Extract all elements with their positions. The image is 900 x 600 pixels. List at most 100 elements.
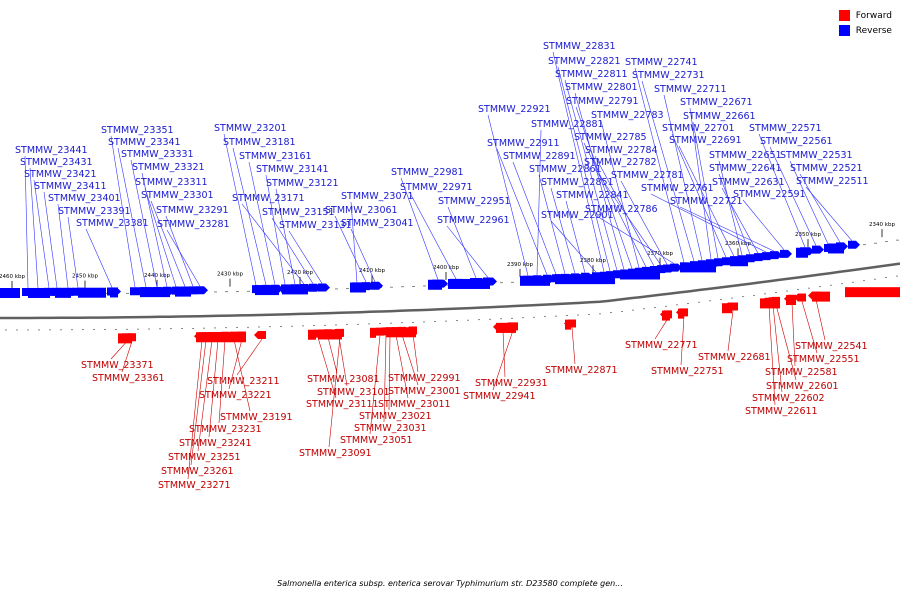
reverse-gene-label[interactable]: STMMW_22951 [438,196,511,207]
reverse-gene-arrow[interactable] [770,251,782,260]
reverse-gene-arrow[interactable] [318,283,330,292]
reverse-gene-label[interactable]: STMMW_22561 [760,136,833,147]
forward-gene-block[interactable] [812,291,830,302]
legend-item-reverse[interactable]: Reverse [838,23,892,38]
reverse-gene-label[interactable]: STMMW_23201 [214,123,287,134]
reverse-gene-label[interactable]: STMMW_23331 [121,149,194,160]
forward-gene-label[interactable]: STMMW_23251 [168,452,241,463]
reverse-gene-block[interactable] [828,243,844,254]
forward-gene-label[interactable]: STMMW_22581 [765,367,838,378]
forward-gene-block[interactable] [845,287,900,298]
reverse-gene-arrow[interactable] [780,249,792,258]
reverse-gene-label[interactable]: STMMW_23061 [325,205,398,216]
reverse-gene-label[interactable]: STMMW_22786 [585,204,658,215]
reverse-gene-label[interactable]: STMMW_23411 [34,181,107,192]
reverse-gene-block[interactable] [55,287,71,298]
forward-gene-label[interactable]: STMMW_22601 [766,381,839,392]
forward-gene-label[interactable]: STMMW_22941 [463,391,536,402]
reverse-gene-block[interactable] [0,288,20,298]
forward-gene-label[interactable]: STMMW_23021 [359,411,432,422]
forward-gene-label[interactable]: STMMW_23051 [340,435,413,446]
reverse-gene-label[interactable]: STMMW_22691 [669,135,742,146]
reverse-gene-label[interactable]: STMMW_22781 [611,170,684,181]
forward-gene-label[interactable]: STMMW_22681 [698,352,771,363]
forward-gene-label[interactable]: STMMW_23011 [378,399,451,410]
reverse-gene-label[interactable]: STMMW_23401 [48,193,121,204]
forward-gene-label[interactable]: STMMW_22931 [475,378,548,389]
forward-gene-label[interactable]: STMMW_23001 [388,386,461,397]
forward-gene-label[interactable]: STMMW_23101 [317,387,390,398]
reverse-gene-block[interactable] [28,287,50,298]
reverse-gene-label[interactable]: STMMW_22651 [709,150,782,161]
reverse-gene-label[interactable]: STMMW_22721 [670,196,743,207]
forward-gene-label[interactable]: STMMW_23191 [220,412,293,423]
forward-gene-label[interactable]: STMMW_23271 [158,480,231,491]
reverse-gene-label[interactable]: STMMW_23151 [262,207,335,218]
reverse-gene-label[interactable]: STMMW_22671 [680,97,753,108]
forward-gene-label[interactable]: STMMW_23241 [179,438,252,449]
reverse-gene-block[interactable] [555,274,615,285]
legend-item-forward[interactable]: Forward [838,8,892,23]
reverse-gene-label[interactable]: STMMW_22821 [548,56,621,67]
forward-gene-label[interactable]: STMMW_22751 [651,366,724,377]
reverse-gene-label[interactable]: STMMW_23431 [20,157,93,168]
reverse-gene-label[interactable]: STMMW_23441 [15,145,88,156]
forward-gene-block[interactable] [370,327,376,338]
reverse-gene-arrow[interactable] [812,245,824,254]
forward-gene-label[interactable]: STMMW_22551 [787,354,860,365]
reverse-gene-label[interactable]: STMMW_22731 [632,70,705,81]
reverse-gene-label[interactable]: STMMW_23041 [341,218,414,229]
forward-gene-label[interactable]: STMMW_22611 [745,406,818,417]
reverse-gene-block[interactable] [680,262,716,273]
reverse-gene-label[interactable]: STMMW_22881 [531,119,604,130]
forward-gene-block[interactable] [662,310,670,321]
reverse-gene-label[interactable]: STMMW_23161 [239,151,312,162]
forward-gene-label[interactable]: STMMW_23261 [161,466,234,477]
forward-gene-block[interactable] [196,332,246,343]
reverse-gene-label[interactable]: STMMW_22641 [709,163,782,174]
forward-gene-label[interactable]: STMMW_23031 [354,423,427,434]
reverse-gene-label[interactable]: STMMW_22785 [574,132,647,143]
reverse-gene-label[interactable]: STMMW_22784 [585,145,658,156]
reverse-gene-arrow[interactable] [848,240,860,249]
reverse-gene-block[interactable] [78,287,106,298]
reverse-gene-arrow[interactable] [670,263,682,272]
forward-gene-block[interactable] [118,333,132,344]
reverse-gene-label[interactable]: STMMW_22861 [529,164,602,175]
reverse-gene-label[interactable]: STMMW_22741 [625,57,698,68]
forward-gene-block[interactable] [386,327,416,338]
forward-gene-label[interactable]: STMMW_22602 [752,393,825,404]
forward-gene-arrow[interactable] [794,293,806,302]
forward-gene-block[interactable] [678,308,684,319]
reverse-gene-label[interactable]: STMMW_22783 [591,110,664,121]
reverse-gene-block[interactable] [428,279,442,290]
forward-gene-block[interactable] [760,298,780,309]
reverse-gene-label[interactable]: STMMW_23341 [108,137,181,148]
reverse-gene-label[interactable]: STMMW_23311 [135,177,208,188]
reverse-gene-label[interactable]: STMMW_22831 [543,41,616,52]
reverse-gene-label[interactable]: STMMW_22571 [749,123,822,134]
reverse-gene-label[interactable]: STMMW_22631 [712,177,785,188]
reverse-gene-block[interactable] [255,285,279,296]
forward-gene-block[interactable] [786,295,796,306]
reverse-gene-label[interactable]: STMMW_22911 [487,138,560,149]
reverse-gene-label[interactable]: STMMW_23351 [101,125,174,136]
reverse-gene-label[interactable]: STMMW_22701 [662,123,735,134]
reverse-gene-label[interactable]: STMMW_23121 [266,178,339,189]
reverse-gene-label[interactable]: STMMW_22531 [780,150,853,161]
reverse-gene-label[interactable]: STMMW_23391 [58,206,131,217]
reverse-gene-block[interactable] [796,247,808,258]
forward-gene-block[interactable] [565,319,571,330]
reverse-gene-arrow[interactable] [196,286,208,295]
reverse-gene-label[interactable]: STMMW_22961 [437,215,510,226]
reverse-gene-block[interactable] [520,275,550,286]
reverse-gene-label[interactable]: STMMW_22591 [733,189,806,200]
forward-gene-label[interactable]: STMMW_23361 [92,373,165,384]
reverse-gene-block[interactable] [140,287,170,298]
reverse-gene-label[interactable]: STMMW_23181 [223,137,296,148]
reverse-gene-label[interactable]: STMMW_22521 [790,163,863,174]
reverse-gene-block[interactable] [350,282,366,293]
reverse-gene-label[interactable]: STMMW_22811 [555,69,628,80]
reverse-gene-label[interactable]: STMMW_22711 [654,84,727,95]
reverse-gene-label[interactable]: STMMW_22511 [796,176,869,187]
